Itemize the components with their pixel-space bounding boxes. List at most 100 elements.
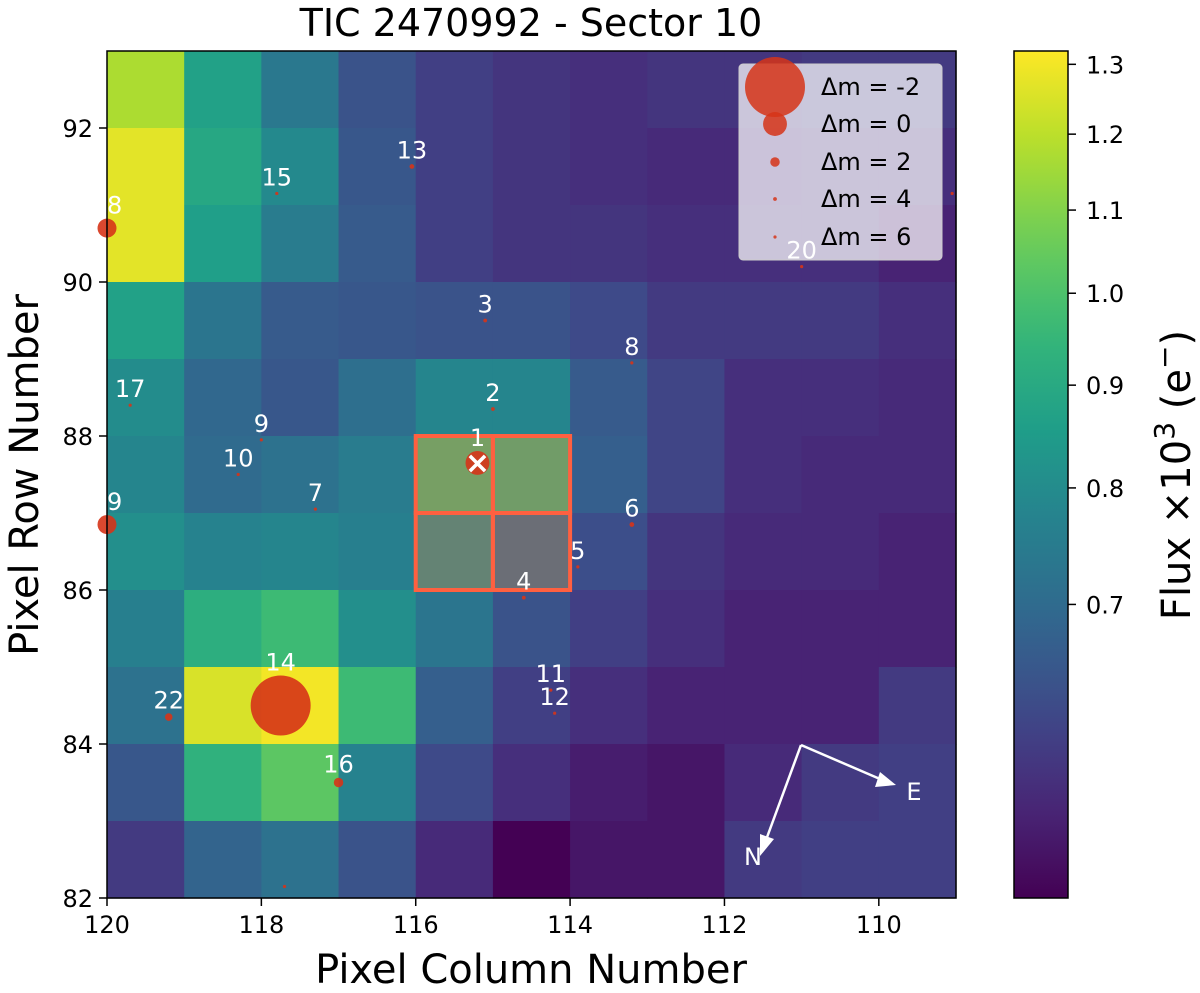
heatmap-cell (107, 128, 185, 206)
heatmap-cell (647, 128, 726, 206)
heatmap-cell (570, 282, 648, 360)
legend-label: Δm = -2 (821, 73, 920, 101)
heatmap-cell (647, 744, 726, 822)
star-marker (275, 191, 279, 196)
x-tick-label: 110 (856, 911, 902, 939)
star-label: 6 (624, 495, 639, 523)
y-tick-label: 88 (62, 423, 93, 451)
star-label: 13 (397, 137, 428, 165)
star-label: 4 (516, 568, 531, 596)
heatmap-cell (107, 821, 185, 899)
heatmap-cell (492, 51, 571, 129)
x-tick-label: 114 (547, 911, 593, 939)
y-tick-label: 82 (62, 885, 93, 913)
heatmap-cell (492, 205, 571, 283)
x-tick-label: 112 (702, 911, 748, 939)
star-marker (553, 711, 557, 715)
heatmap-cell (338, 205, 417, 283)
y-axis-label: Pixel Row Number (2, 294, 48, 656)
x-axis-ticks: 120 118 116 114 112 110 (84, 898, 902, 939)
heatmap-cell (570, 821, 648, 899)
heatmap-cell (647, 436, 726, 514)
heatmap-cell (647, 667, 726, 745)
heatmap-cell (801, 821, 880, 899)
heatmap-cell (338, 436, 417, 514)
heatmap-cell (184, 51, 262, 129)
heatmap-cell (338, 590, 417, 668)
heatmap-cell (338, 51, 417, 129)
heatmap-cell (107, 513, 185, 591)
heatmap-cell (492, 513, 571, 591)
heatmap-cell (261, 359, 340, 437)
colorbar-tick-label: 1.1 (1086, 197, 1124, 225)
heatmap-cell (878, 359, 957, 437)
star-marker (250, 675, 311, 736)
heatmap-cell (415, 205, 494, 283)
heatmap-cell (261, 821, 340, 899)
heatmap-cell (878, 590, 957, 668)
heatmap-cell (107, 51, 185, 129)
heatmap-cell (492, 359, 571, 437)
heatmap-cell (415, 821, 494, 899)
heatmap-cell (724, 436, 803, 514)
heatmap-cell (647, 51, 726, 129)
star-marker (483, 318, 488, 323)
heatmap-cell (261, 282, 340, 360)
star-label: 7 (308, 479, 323, 507)
heatmap-cell (338, 744, 417, 822)
compass-rose: NE (744, 743, 922, 871)
star-marker (576, 565, 580, 569)
star-label: 16 (323, 751, 354, 779)
star-marker (491, 407, 495, 411)
heatmap-cell (647, 513, 726, 591)
heatmap-cell (647, 359, 726, 437)
legend-label: Δm = 4 (821, 185, 911, 213)
colorbar-tick-label: 1.3 (1086, 51, 1124, 79)
colorbar-tick-label: 0.9 (1086, 372, 1124, 400)
heatmap-cell (261, 128, 340, 206)
y-tick-label: 92 (62, 115, 93, 143)
heatmap-cell (415, 436, 494, 514)
star-marker (521, 595, 526, 600)
heatmap-cell (492, 667, 571, 745)
heatmap-cell (647, 821, 726, 899)
heatmap-cell (570, 205, 648, 283)
heatmap-cell (647, 282, 726, 360)
heatmap-cell (492, 282, 571, 360)
heatmap-cell (878, 436, 957, 514)
heatmap-cell (724, 667, 803, 745)
heatmap-cell (415, 513, 494, 591)
heatmap-cell (184, 513, 262, 591)
heatmap-cell (570, 590, 648, 668)
heatmap-cell (724, 590, 803, 668)
target-mark: × (465, 446, 490, 481)
star-label: 17 (115, 375, 146, 403)
heatmap-cell (570, 51, 648, 129)
star-marker (128, 403, 132, 407)
star-marker (282, 884, 287, 889)
heatmap-cell (492, 128, 571, 206)
star-label: 1 (470, 424, 485, 452)
heatmap-cell (492, 436, 571, 514)
compass-east-label: E (906, 778, 921, 806)
heatmap-cell (107, 667, 185, 745)
heatmap-cell (801, 282, 880, 360)
aperture-pixel (413, 511, 495, 592)
heatmap-cell (801, 359, 880, 437)
magnitude-legend: Δm = -2 Δm = 0 Δm = 2 Δm = 4 Δm = 6 (738, 57, 943, 261)
heatmap-cell (878, 667, 957, 745)
heatmap-cell (107, 282, 185, 360)
heatmap-cell (801, 590, 880, 668)
star-label: 2 (485, 379, 500, 407)
heatmap-cell (107, 205, 185, 283)
legend-marker (770, 157, 780, 167)
legend-label: Δm = 2 (821, 148, 911, 176)
star-marker (549, 688, 553, 692)
compass-east-arrow (800, 743, 881, 781)
aperture-pixel (490, 511, 573, 592)
star-marker (465, 451, 490, 475)
heatmap-cell (107, 359, 185, 437)
heatmap-cell (724, 282, 803, 360)
colorbar-tick-label: 0.8 (1086, 475, 1124, 503)
star-marker (409, 164, 415, 169)
